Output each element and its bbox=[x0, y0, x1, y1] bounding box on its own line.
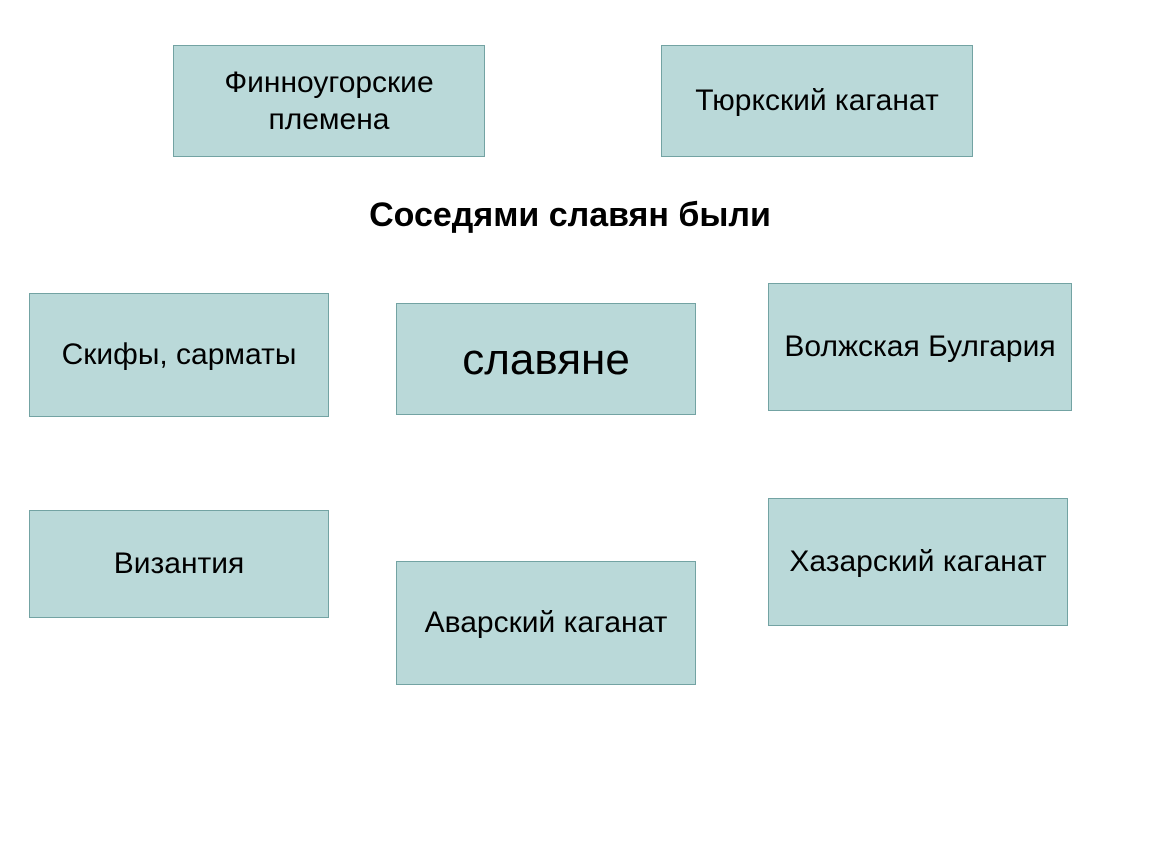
box-top-right: Тюркский каганат bbox=[661, 45, 973, 157]
diagram-title: Соседями славян были bbox=[290, 196, 850, 235]
box-bot-mid: Аварский каганат bbox=[396, 561, 696, 685]
box-center: славяне bbox=[396, 303, 696, 415]
box-bot-left: Византия bbox=[29, 510, 329, 618]
box-mid-right: Волжская Булгария bbox=[768, 283, 1072, 411]
box-top-left: Финноугорские племена bbox=[173, 45, 485, 157]
box-mid-left: Скифы, сарматы bbox=[29, 293, 329, 417]
box-bot-right: Хазарский каганат bbox=[768, 498, 1068, 626]
